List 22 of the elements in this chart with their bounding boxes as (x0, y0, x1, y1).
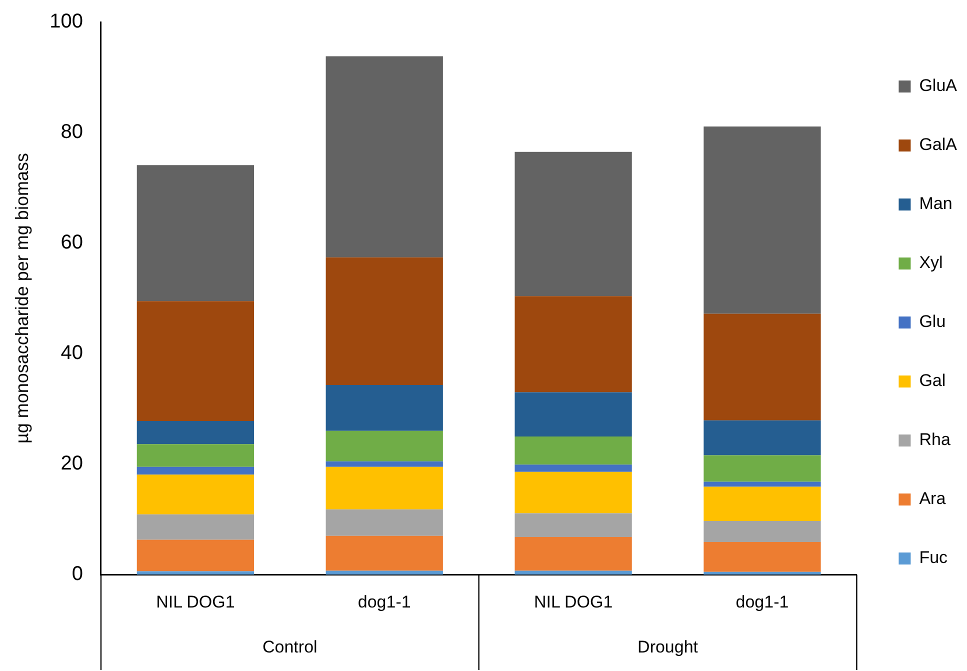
y-tick-label: 100 (50, 10, 83, 33)
legend-label: Ara (919, 489, 946, 508)
x-tick-label: NIL DOG1 (156, 592, 235, 612)
y-tick-label: 40 (60, 342, 83, 364)
y-tick-label: 20 (60, 452, 83, 475)
x-tick-label: dog1-1 (736, 592, 789, 612)
y-axis-title: µg monosaccharide per mg biomass (12, 153, 32, 444)
legend-label: GluA (919, 76, 958, 96)
text: Control (262, 637, 318, 656)
x-tick-label: NIL DOG1 (534, 592, 613, 612)
y-tick-label: 80 (60, 121, 83, 144)
y-tick-label: 0 (72, 563, 83, 586)
legend-label: Glu (919, 312, 946, 332)
x-tick-label: dog1-1 (358, 592, 411, 612)
text: Drought (638, 637, 698, 656)
legend-label: Xyl (919, 253, 943, 272)
y-tick-label: 60 (60, 232, 83, 254)
legend-label: GalA (919, 135, 958, 154)
legend-label: Gal (919, 371, 946, 390)
legend-label: Fuc (919, 548, 948, 568)
legend-label: Man (919, 194, 952, 214)
legend-label: Rha (919, 430, 951, 450)
